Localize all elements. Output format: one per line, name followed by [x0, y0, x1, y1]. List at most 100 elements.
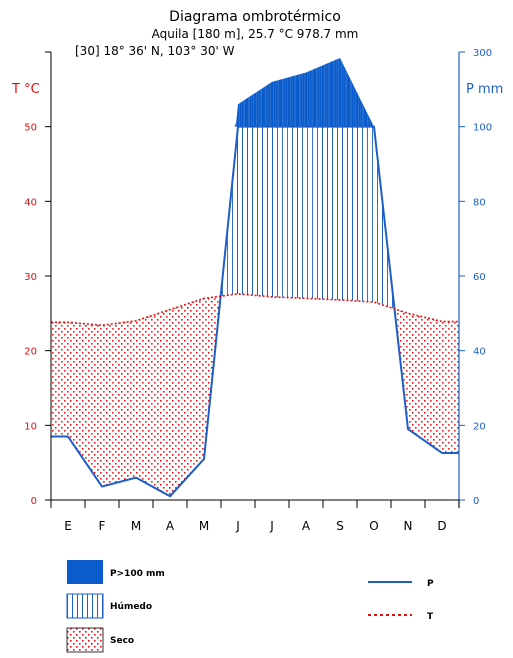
humid-segment: [260, 126, 262, 297]
excess-segment: [255, 91, 257, 127]
excess-segment: [248, 96, 250, 127]
excess-segment: [277, 80, 279, 127]
humid-segment: [302, 126, 305, 299]
humid-segment: [251, 126, 254, 296]
dry-segment: [430, 318, 432, 446]
humid-segment: [300, 126, 303, 299]
legend: P>100 mm Húmedo Seco P T: [66, 560, 434, 653]
excess-segment: [370, 119, 373, 127]
left-tick-label: 0: [31, 496, 37, 507]
dry-segment: [69, 322, 72, 442]
dry-segment: [93, 324, 96, 477]
month-label: A: [302, 519, 311, 533]
dry-segment: [108, 324, 111, 485]
humid-segment: [248, 126, 250, 295]
excess-segment: [261, 87, 264, 127]
dry-segment: [154, 314, 157, 489]
excess-segment: [244, 98, 247, 127]
dry-segment: [141, 318, 143, 482]
humid-segment: [348, 126, 351, 301]
dry-segment: [71, 322, 74, 445]
dry-segment: [51, 322, 53, 437]
humid-segment: [249, 126, 252, 296]
humid-segment: [334, 126, 337, 300]
right-tick-label: 100: [473, 123, 492, 134]
excess-segment: [357, 92, 359, 127]
dry-segment: [76, 323, 79, 452]
humid-segment: [246, 126, 249, 295]
dry-segment: [425, 317, 427, 443]
dry-segment: [95, 324, 97, 480]
humid-segment: [270, 126, 272, 297]
humid-segment: [367, 126, 369, 302]
humid-segment: [336, 126, 339, 300]
dry-segment: [142, 318, 145, 483]
excess-segment: [299, 73, 301, 127]
excess-segment: [243, 99, 245, 127]
humid-segment: [261, 126, 264, 297]
humid-segment: [287, 126, 289, 298]
dry-segment: [56, 322, 57, 437]
dry-segment: [198, 299, 201, 465]
dry-segment: [64, 322, 66, 437]
dry-segment: [125, 321, 128, 481]
humid-segment: [375, 141, 378, 304]
dry-segment: [207, 297, 210, 426]
excess-segment: [350, 78, 352, 127]
excess-segment: [323, 64, 325, 127]
dry-segment: [129, 321, 131, 480]
humid-segment: [234, 143, 237, 295]
dry-segment: [67, 322, 68, 437]
humid-segment: [239, 126, 242, 295]
dry-segment: [416, 315, 419, 437]
dry-segment: [176, 306, 179, 489]
series-lines: [51, 125, 459, 498]
humid-season-area: [221, 126, 395, 309]
dry-segment: [88, 324, 91, 470]
dry-segment: [100, 325, 102, 487]
right-tick-label: 60: [473, 272, 486, 283]
humid-segment: [292, 126, 295, 298]
dry-segment: [195, 300, 198, 469]
excess-segment: [324, 63, 327, 127]
dry-segment: [56, 322, 58, 437]
month-label: J: [235, 519, 240, 533]
humid-segment: [238, 126, 240, 295]
dry-segment: [413, 314, 415, 434]
humid-segment: [360, 126, 363, 302]
dry-segment: [79, 323, 82, 457]
dry-segment: [447, 321, 449, 453]
excess-segment: [246, 97, 249, 127]
excess-segment: [266, 84, 269, 127]
humid-segment: [277, 126, 279, 298]
dry-segment: [445, 321, 447, 453]
dry-segment: [448, 321, 450, 453]
excess-segment: [292, 75, 295, 127]
excess-segment: [363, 106, 366, 127]
excess-segment: [307, 71, 310, 127]
month-label: O: [369, 519, 378, 533]
dry-segment: [454, 321, 456, 453]
dry-segment: [144, 317, 147, 484]
humid-segment: [323, 126, 325, 300]
humid-segment: [328, 126, 330, 300]
humid-segment: [255, 126, 257, 296]
month-label: A: [166, 519, 175, 533]
dry-segment: [444, 321, 446, 453]
humid-segment: [365, 126, 368, 302]
humid-segment: [278, 126, 281, 298]
excess-segment: [260, 88, 262, 127]
humid-segment: [285, 126, 288, 298]
humid-segment: [280, 126, 283, 298]
dry-segment: [158, 312, 160, 491]
excess-segment: [256, 90, 259, 127]
humid-segment: [268, 126, 271, 297]
dry-segment: [163, 311, 165, 494]
dry-segment: [442, 321, 444, 453]
humid-segment: [258, 126, 261, 296]
excess-segment: [272, 81, 274, 127]
left-axis-label: T °C: [11, 82, 40, 97]
humid-segment: [273, 126, 276, 298]
excess-segment: [334, 59, 337, 127]
dry-segment: [113, 323, 116, 484]
